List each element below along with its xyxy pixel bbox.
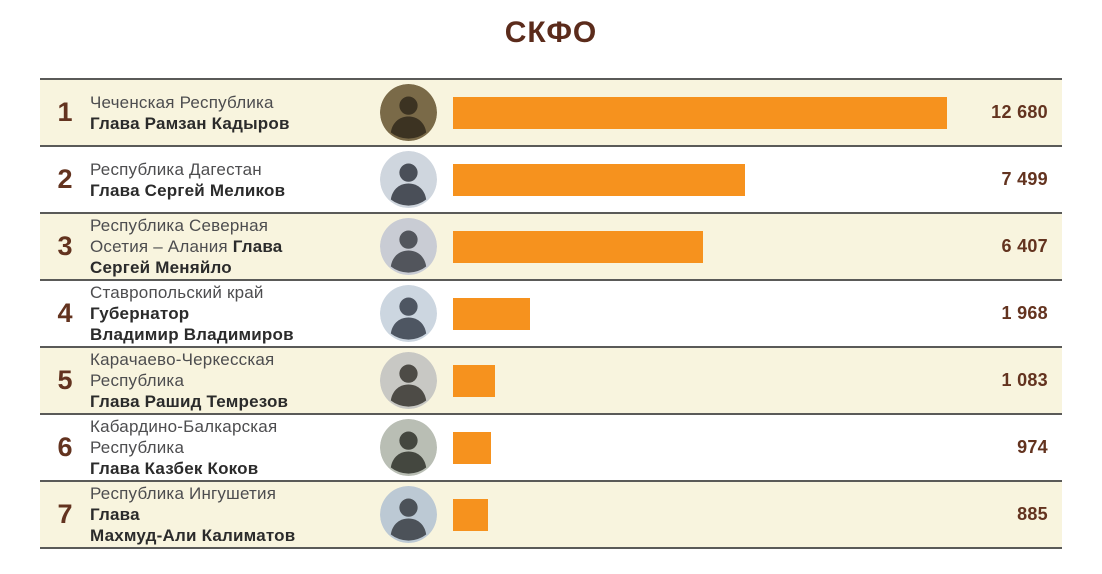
region-leader-name: Республика Дагестан Глава Сергей Меликов <box>90 159 380 201</box>
bar-zone <box>453 498 952 531</box>
value-label: 1 968 <box>1001 303 1048 323</box>
value-bar <box>453 163 746 196</box>
person-silhouette-icon <box>380 285 437 342</box>
name-line: Республика Северная <box>90 216 269 235</box>
value-label: 974 <box>1017 437 1048 457</box>
leader-photo <box>380 84 437 141</box>
region-leader-name: Республика Северная Осетия – Алания Глава… <box>90 215 380 278</box>
region-leader-name: Республика Ингушетия Глава Махмуд-Али Кали… <box>90 483 380 546</box>
region-leader-name: Кабардино-Балкарская Республика Глава Казб… <box>90 416 380 479</box>
ranking-table: 1 Чеченская Республика Глава Рамзан Кадыро… <box>40 78 1062 549</box>
value-bar <box>453 431 491 464</box>
rank-number: 7 <box>57 499 73 529</box>
value-label: 885 <box>1017 504 1048 524</box>
name-line: Республика Ингушетия <box>90 484 277 503</box>
name-line: Глава Казбек Коков <box>90 459 259 478</box>
leader-photo <box>380 419 437 476</box>
bar-zone <box>453 230 952 263</box>
region-leader-name: Карачаево-Черкесская Республика Глава Раши… <box>90 349 380 412</box>
value-bar <box>453 96 947 129</box>
name-line: Глава Рашид Темрезов <box>90 392 289 411</box>
bar-zone <box>453 431 952 464</box>
name-line: Сергей Меняйло <box>90 258 232 277</box>
bar-zone <box>453 163 952 196</box>
leader-photo <box>380 285 437 342</box>
bar-zone <box>453 96 952 129</box>
name-line: Кабардино-Балкарская <box>90 417 278 436</box>
person-silhouette-icon <box>380 151 437 208</box>
name-line: Глава Сергей Меликов <box>90 180 286 200</box>
rank-number: 1 <box>57 97 73 127</box>
value-bar <box>453 297 530 330</box>
ranking-row: 5 Карачаево-Черкесская Республика Глава Раш… <box>40 348 1062 415</box>
page-title: СКФО <box>504 16 598 49</box>
person-silhouette-icon <box>380 419 437 476</box>
name-line: Чеченская Республика <box>90 92 274 112</box>
value-bar <box>453 230 703 263</box>
ranking-row: 7 Республика Ингушетия Глава Махмуд-Али Кал… <box>40 482 1062 549</box>
ranking-row: 1 Чеченская Республика Глава Рамзан Кадыро… <box>40 80 1062 147</box>
value-label: 12 680 <box>991 102 1048 122</box>
ranking-row: 3 Республика Северная Осетия – Алания Глав… <box>40 214 1062 281</box>
bar-zone <box>453 364 952 397</box>
leader-photo <box>380 352 437 409</box>
name-line: Республика <box>90 371 185 390</box>
ranking-row: 2 Республика Дагестан Глава Сергей Меликов… <box>40 147 1062 214</box>
person-silhouette-icon <box>380 218 437 275</box>
name-line: Республика <box>90 438 185 457</box>
ranking-row: 4 Ставропольский край Губернатор Владимир В… <box>40 281 1062 348</box>
rank-number: 5 <box>57 365 73 395</box>
leader-photo <box>380 218 437 275</box>
person-silhouette-icon <box>380 486 437 543</box>
name-line: Карачаево-Черкесская <box>90 350 275 369</box>
leader-photo <box>380 151 437 208</box>
region-leader-name: Ставропольский край Губернатор Владимир Вл… <box>90 282 380 345</box>
name-line: Ставропольский край <box>90 283 264 302</box>
region-leader-name: Чеченская Республика Глава Рамзан Кадыров <box>90 92 380 134</box>
value-label: 6 407 <box>1001 236 1048 256</box>
value-label: 1 083 <box>1001 370 1048 390</box>
person-silhouette-icon <box>380 352 437 409</box>
name-line: Махмуд-Али Калиматов <box>90 526 296 545</box>
rank-number: 2 <box>57 164 73 194</box>
value-bar <box>453 498 488 531</box>
name-line: Губернатор <box>90 304 190 323</box>
name-line: Глава Рамзан Кадыров <box>90 113 290 133</box>
person-silhouette-icon <box>380 84 437 141</box>
rank-number: 4 <box>57 298 73 328</box>
value-label: 7 499 <box>1001 169 1048 189</box>
bar-zone <box>453 297 952 330</box>
name-line: Глава <box>90 505 140 524</box>
ranking-row: 6 Кабардино-Балкарская Республика Глава Каз… <box>40 415 1062 482</box>
value-bar <box>453 364 496 397</box>
leader-photo <box>380 486 437 543</box>
name-line: Владимир Владимиров <box>90 325 294 344</box>
rank-number: 6 <box>57 432 73 462</box>
name-line: Республика Дагестан <box>90 159 262 179</box>
name-line: Осетия – Алания Глава <box>90 237 283 256</box>
rank-number: 3 <box>57 231 73 261</box>
